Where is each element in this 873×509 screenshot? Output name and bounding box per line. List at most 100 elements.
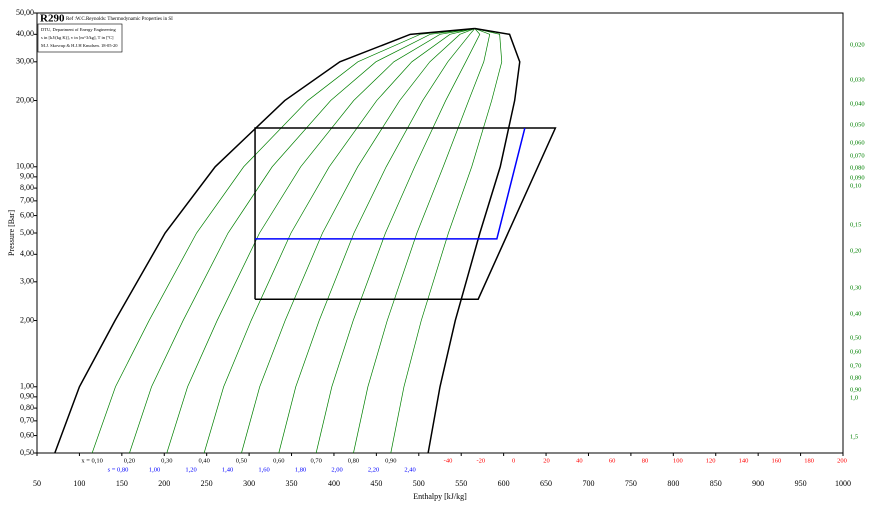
y-tick-label: 40,00 bbox=[16, 29, 34, 38]
x-tick-label: 750 bbox=[625, 479, 637, 488]
chart-subtitle: Ref :W.C.Reynolds: Thermodynamic Propert… bbox=[66, 17, 173, 22]
temperature-label: 180 bbox=[804, 457, 814, 464]
y-tick-label: 3,00 bbox=[20, 277, 34, 286]
series-line bbox=[427, 27, 521, 454]
x-axis-label: Enthalpy [kJ/kg] bbox=[413, 492, 467, 501]
quality-label: 0,60 bbox=[273, 457, 284, 464]
entropy-label: 2,20 bbox=[368, 466, 379, 473]
chart-title: R290 bbox=[40, 13, 65, 25]
y-tick-label: 1,00 bbox=[20, 382, 34, 391]
x-tick-label: 200 bbox=[158, 479, 170, 488]
volume-label: 0,070 bbox=[850, 152, 865, 159]
series-line bbox=[254, 127, 557, 300]
y-tick-label: 9,00 bbox=[20, 172, 34, 181]
volume-label: 0,10 bbox=[850, 182, 861, 189]
info-line: M.J. Skovrup & H.J.H Knudsen. 18-05-20 bbox=[41, 43, 118, 48]
entropy-label: 1,00 bbox=[149, 466, 160, 473]
temperature-label: 160 bbox=[771, 457, 781, 464]
x-tick-label: 350 bbox=[286, 479, 298, 488]
entropy-label: 2,40 bbox=[404, 466, 415, 473]
volume-label: 0,50 bbox=[850, 334, 861, 341]
quality-line bbox=[315, 28, 481, 454]
y-tick-label: 50,00 bbox=[16, 8, 34, 17]
series-line bbox=[54, 27, 475, 454]
volume-label: 0,90 bbox=[850, 386, 861, 393]
volume-label: 0,40 bbox=[850, 310, 861, 317]
x-tick-label: 500 bbox=[413, 479, 425, 488]
x-tick-label: 800 bbox=[667, 479, 679, 488]
volume-label: 0,60 bbox=[850, 348, 861, 355]
temperature-label: 140 bbox=[739, 457, 749, 464]
volume-label: 0,050 bbox=[850, 121, 865, 128]
y-tick-label: 6,00 bbox=[20, 210, 34, 219]
temperature-label: 80 bbox=[642, 457, 649, 464]
y-tick-label: 20,00 bbox=[16, 95, 34, 104]
info-line: DTU, Department of Energy Engineering bbox=[41, 27, 117, 33]
quality-line bbox=[390, 28, 503, 454]
x-tick-label: 1000 bbox=[835, 479, 851, 488]
x-tick-label: 50 bbox=[33, 479, 41, 488]
x-tick-label: 850 bbox=[710, 479, 722, 488]
quality-label: 0,90 bbox=[385, 457, 396, 464]
volume-label: 0,090 bbox=[850, 174, 865, 181]
y-tick-label: 10,00 bbox=[16, 162, 34, 171]
y-tick-label: 8,00 bbox=[20, 183, 34, 192]
entropy-label: 1,20 bbox=[185, 466, 196, 473]
temperature-label: 120 bbox=[706, 457, 716, 464]
volume-label: 0,80 bbox=[850, 374, 861, 381]
volume-label: 0,080 bbox=[850, 164, 865, 171]
info-line: s in [kJ/(kg K)], v in [m^3/kg], T in [º… bbox=[41, 35, 114, 41]
temperature-label: -40 bbox=[444, 457, 453, 464]
y-axis-label: Pressure [Bar] bbox=[7, 210, 16, 256]
quality-line bbox=[203, 28, 475, 454]
quality-line bbox=[278, 28, 476, 454]
temperature-label: 0 bbox=[512, 457, 515, 464]
x-tick-label: 900 bbox=[752, 479, 764, 488]
entropy-label: 1,60 bbox=[258, 466, 269, 473]
y-tick-label: 0,90 bbox=[20, 392, 34, 401]
quality-label: 0,40 bbox=[198, 457, 209, 464]
plot-frame bbox=[36, 12, 844, 454]
temperature-label: 20 bbox=[543, 457, 550, 464]
volume-label: 0,060 bbox=[850, 139, 865, 146]
volume-label: 0,040 bbox=[850, 100, 865, 107]
quality-label: 0,50 bbox=[236, 457, 247, 464]
entropy-label: 1,80 bbox=[295, 466, 306, 473]
y-tick-label: 7,00 bbox=[20, 196, 34, 205]
quality-label: 0,80 bbox=[348, 457, 359, 464]
quality-line bbox=[129, 28, 475, 454]
volume-label: 0,15 bbox=[850, 221, 861, 228]
entropy-label: s = 0,80 bbox=[108, 466, 129, 473]
volume-label: 1,0 bbox=[850, 394, 858, 401]
quality-label: x = 0,10 bbox=[81, 457, 103, 464]
x-tick-label: 950 bbox=[795, 479, 807, 488]
x-tick-label: 600 bbox=[498, 479, 510, 488]
x-tick-label: 300 bbox=[243, 479, 255, 488]
entropy-label: 1,40 bbox=[222, 466, 233, 473]
quality-line bbox=[166, 28, 475, 454]
entropy-label: 2,00 bbox=[331, 466, 342, 473]
temperature-label: 60 bbox=[609, 457, 616, 464]
x-tick-label: 150 bbox=[116, 479, 128, 488]
x-tick-label: 700 bbox=[582, 479, 594, 488]
x-tick-label: 250 bbox=[201, 479, 213, 488]
x-tick-label: 400 bbox=[328, 479, 340, 488]
quality-line bbox=[91, 28, 475, 454]
y-tick-label: 2,00 bbox=[20, 315, 34, 324]
volume-label: 0,30 bbox=[850, 284, 861, 291]
temperature-label: 100 bbox=[673, 457, 683, 464]
quality-label: 0,70 bbox=[310, 457, 321, 464]
quality-line bbox=[353, 28, 491, 454]
y-tick-label: 0,80 bbox=[20, 403, 34, 412]
x-tick-label: 450 bbox=[370, 479, 382, 488]
volume-label: 0,020 bbox=[850, 41, 865, 48]
y-tick-label: 0,70 bbox=[20, 416, 34, 425]
y-tick-label: 4,00 bbox=[20, 249, 34, 258]
x-tick-label: 100 bbox=[73, 479, 85, 488]
volume-label: 0,70 bbox=[850, 362, 861, 369]
volume-label: 0,20 bbox=[850, 247, 861, 254]
volume-label: 1,5 bbox=[850, 433, 858, 440]
quality-line bbox=[241, 28, 475, 454]
info-box bbox=[37, 23, 123, 53]
